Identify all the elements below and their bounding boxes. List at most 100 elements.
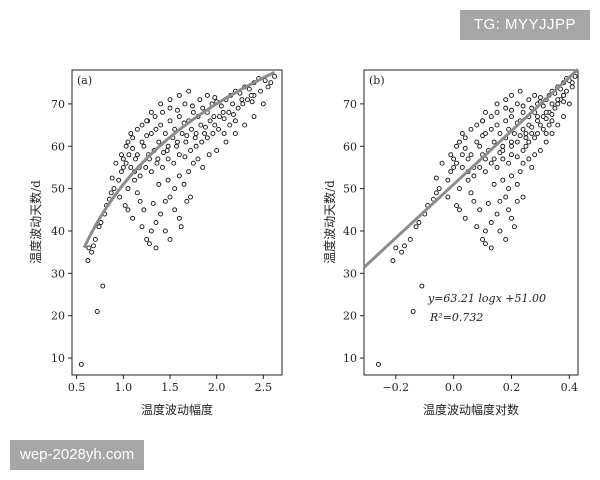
data-point xyxy=(445,194,451,200)
y-tick-label: 60 xyxy=(51,140,65,153)
data-point xyxy=(108,190,114,196)
data-point xyxy=(230,101,235,107)
data-point xyxy=(148,109,154,115)
data-point xyxy=(454,143,459,149)
data-point xyxy=(249,99,255,105)
data-point xyxy=(402,243,407,249)
data-point xyxy=(543,116,549,122)
data-point xyxy=(96,224,102,230)
data-point xyxy=(272,73,277,79)
data-point xyxy=(161,150,166,156)
data-point xyxy=(198,122,204,128)
data-point xyxy=(491,156,497,162)
y-tick-label: 70 xyxy=(51,98,65,111)
data-point xyxy=(204,92,210,98)
data-point xyxy=(248,92,254,98)
data-point xyxy=(448,152,454,158)
data-point xyxy=(150,200,156,206)
data-point xyxy=(226,109,232,115)
data-point xyxy=(537,122,543,128)
data-point xyxy=(454,160,459,166)
data-point xyxy=(91,243,96,249)
data-point xyxy=(506,126,512,132)
data-point xyxy=(242,122,248,128)
data-point xyxy=(137,198,143,204)
data-point xyxy=(123,160,129,166)
data-point xyxy=(120,156,126,162)
data-point xyxy=(563,88,569,94)
data-point xyxy=(182,101,188,107)
data-point xyxy=(240,101,246,107)
data-point xyxy=(186,88,192,94)
data-point xyxy=(153,245,159,251)
data-point xyxy=(413,224,419,230)
data-point xyxy=(193,131,199,136)
data-point xyxy=(199,139,205,145)
data-point xyxy=(543,109,549,115)
data-point xyxy=(246,86,252,92)
data-point xyxy=(251,114,257,120)
data-point xyxy=(526,156,532,162)
data-point xyxy=(546,122,552,128)
data-point xyxy=(78,361,84,367)
data-point xyxy=(540,103,546,109)
data-point xyxy=(410,309,416,314)
data-point xyxy=(227,122,233,128)
data-point xyxy=(517,88,523,94)
data-point xyxy=(451,164,457,170)
data-point xyxy=(153,220,159,225)
data-point xyxy=(480,118,486,124)
x-axis-label-b: 温度波动幅度对数 xyxy=(423,402,519,417)
data-point xyxy=(500,143,506,149)
data-point xyxy=(535,114,540,120)
y-tick-label: 40 xyxy=(343,225,357,238)
data-point xyxy=(184,198,190,204)
x-tick-label: 2.5 xyxy=(255,381,273,394)
r-squared-label: R²=0.732 xyxy=(429,311,483,324)
data-point xyxy=(211,114,217,120)
data-point xyxy=(217,114,222,120)
y-tick-label: 20 xyxy=(51,310,65,323)
data-point xyxy=(433,175,439,181)
data-point xyxy=(494,164,500,170)
data-point xyxy=(162,131,168,136)
data-point xyxy=(416,220,422,225)
data-point xyxy=(137,173,143,179)
data-point xyxy=(555,101,561,107)
data-point xyxy=(494,122,500,128)
data-point xyxy=(221,116,227,122)
data-point xyxy=(543,139,549,145)
data-point xyxy=(176,114,182,120)
data-point xyxy=(451,156,457,162)
data-point xyxy=(195,156,201,162)
data-point xyxy=(94,309,100,314)
data-point xyxy=(190,109,196,115)
data-point xyxy=(477,207,483,213)
data-point xyxy=(139,224,145,230)
data-point xyxy=(509,139,514,145)
data-point xyxy=(119,169,124,175)
data-point xyxy=(488,160,494,166)
data-point xyxy=(128,131,134,136)
data-point xyxy=(448,169,454,175)
y-tick-label: 30 xyxy=(51,267,65,280)
data-point xyxy=(181,181,187,187)
data-point xyxy=(156,139,162,145)
data-point xyxy=(153,126,159,132)
data-point xyxy=(176,92,182,98)
plot-frame-a xyxy=(71,69,283,376)
ticks-b: −0.2 0.0 0.2 0.4 10 20 30 40 50 60 70 xyxy=(343,98,578,394)
data-point xyxy=(517,133,523,139)
data-point xyxy=(125,186,131,192)
data-point xyxy=(167,105,173,111)
data-point xyxy=(220,109,226,115)
data-point xyxy=(477,164,483,170)
data-point xyxy=(171,160,177,166)
data-point xyxy=(212,95,218,100)
data-point xyxy=(468,126,474,132)
data-point xyxy=(141,143,147,149)
data-point xyxy=(218,103,224,109)
data-point xyxy=(523,135,529,141)
data-point xyxy=(488,126,494,132)
data-point xyxy=(506,207,512,213)
